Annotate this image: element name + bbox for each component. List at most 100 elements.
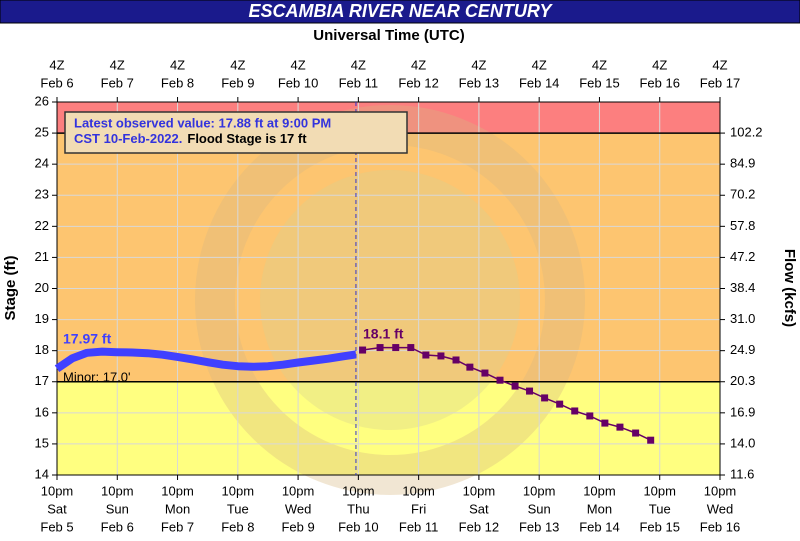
x2-tick-label: 4Z (652, 57, 667, 72)
x2-tick-label: Feb 12 (398, 75, 438, 90)
x2-tick-label: Feb 7 (101, 75, 134, 90)
x-tick-label: Feb 7 (161, 519, 194, 534)
forecast-point (601, 419, 609, 427)
forecast-point (556, 400, 564, 408)
x-tick-label: Feb 14 (579, 519, 619, 534)
minor-label: Minor: 17.0' (63, 369, 131, 384)
x-tick-label: Sat (469, 501, 489, 516)
info-line-2: CST 10-Feb-2022. Flood Stage is 17 ft (74, 131, 307, 146)
x-tick-label: 10pm (402, 483, 435, 498)
y2-tick-label: 38.4 (730, 280, 755, 295)
x2-tick-label: Feb 10 (278, 75, 318, 90)
forecast-point (359, 346, 367, 354)
x-tick-label: 10pm (342, 483, 375, 498)
observed-line (54, 347, 357, 373)
x-tick-label: Feb 16 (700, 519, 740, 534)
x2-tick-label: Feb 17 (700, 75, 740, 90)
x-tick-label: 10pm (282, 483, 315, 498)
forecast-point (496, 376, 504, 384)
plot-border (56, 101, 721, 476)
x2-tick-label: 4Z (291, 57, 306, 72)
y-tick-label: 18 (35, 342, 49, 357)
forecast-point (407, 344, 415, 352)
y2-tick-label: 14.0 (730, 435, 755, 450)
x2-tick-label: Feb 14 (519, 75, 559, 90)
x2-tick-label: Feb 8 (161, 75, 194, 90)
x-tick-label: Feb 10 (338, 519, 378, 534)
y2-axis-label: Flow (kcfs) (781, 249, 798, 327)
x2-tick-label: 4Z (471, 57, 486, 72)
x-tick-label: Feb 15 (639, 519, 679, 534)
x2-tick-label: Feb 13 (459, 75, 499, 90)
forecast-point (541, 394, 549, 402)
x-tick-label: Thu (347, 501, 369, 516)
flood-band (57, 381, 720, 475)
y-tick-label: 15 (35, 435, 49, 450)
x2-tick-label: 4Z (532, 57, 547, 72)
forecast-point (466, 363, 474, 371)
y-tick-label: 26 (35, 93, 49, 108)
info-box (64, 111, 408, 154)
x2-tick-label: 4Z (712, 57, 727, 72)
x-tick-label: 10pm (101, 483, 134, 498)
x-tick-label: Feb 5 (40, 519, 73, 534)
x-tick-label: Feb 9 (281, 519, 314, 534)
y-tick-label: 24 (35, 156, 49, 171)
forecast-point (437, 352, 445, 360)
x-tick-label: Feb 13 (519, 519, 559, 534)
title-bar (0, 0, 800, 24)
top-axis-label: Universal Time (UTC) (313, 27, 464, 44)
y2-tick-label: 24.9 (730, 342, 755, 357)
x2-tick-label: Feb 6 (40, 75, 73, 90)
forecast-point (526, 387, 534, 395)
y-tick-label: 25 (35, 125, 49, 140)
x2-tick-label: Feb 16 (639, 75, 679, 90)
y-tick-label: 17 (35, 373, 49, 388)
x-tick-label: Feb 8 (221, 519, 254, 534)
x-tick-label: Sun (528, 501, 551, 516)
x-tick-label: 10pm (704, 483, 737, 498)
x-tick-label: Fri (411, 501, 426, 516)
x-tick-label: 10pm (463, 483, 496, 498)
y2-tick-label: 84.9 (730, 156, 755, 171)
y-tick-label: 22 (35, 218, 49, 233)
y-tick-label: 23 (35, 187, 49, 202)
forecast-peak-label: 18.1 ft (363, 326, 404, 342)
x2-tick-label: 4Z (592, 57, 607, 72)
x-tick-label: Wed (285, 501, 312, 516)
y2-tick-label: 31.0 (730, 311, 755, 326)
x2-tick-label: 4Z (351, 57, 366, 72)
x-tick-label: Mon (165, 501, 190, 516)
x2-tick-label: 4Z (170, 57, 185, 72)
y-axis-label: Stage (ft) (2, 256, 19, 321)
y2-tick-label: 47.2 (730, 249, 755, 264)
x-tick-label: Sat (47, 501, 67, 516)
x-tick-label: 10pm (161, 483, 194, 498)
chart-title: ESCAMBIA RIVER NEAR CENTURY (248, 1, 553, 21)
x-tick-label: 10pm (41, 483, 74, 498)
y2-tick-label: 20.3 (730, 373, 755, 388)
x-tick-label: Feb 6 (101, 519, 134, 534)
y-tick-label: 14 (35, 466, 49, 481)
x-tick-label: 10pm (523, 483, 556, 498)
forecast-point (571, 407, 579, 415)
y2-tick-label: 16.9 (730, 404, 755, 419)
forecast-point (647, 436, 655, 444)
x2-tick-label: Feb 9 (221, 75, 254, 90)
forecast-point (392, 344, 400, 352)
x2-tick-label: Feb 11 (339, 75, 379, 90)
info-line-1: Latest observed value: 17.88 ft at 9:00 … (74, 115, 331, 130)
y-tick-label: 20 (35, 280, 49, 295)
x-tick-label: Tue (649, 501, 671, 516)
y2-tick-label: 11.6 (730, 466, 754, 481)
x2-tick-label: 4Z (230, 57, 245, 72)
watermark (260, 170, 520, 430)
forecast-point (481, 369, 489, 377)
forecast-point (422, 351, 430, 359)
x-tick-label: 10pm (643, 483, 676, 498)
y-tick-label: 16 (35, 404, 49, 419)
x-tick-label: Feb 12 (459, 519, 499, 534)
x-tick-label: Sun (106, 501, 129, 516)
x2-tick-label: 4Z (49, 57, 64, 72)
observed-peak-label: 17.97 ft (63, 331, 112, 347)
